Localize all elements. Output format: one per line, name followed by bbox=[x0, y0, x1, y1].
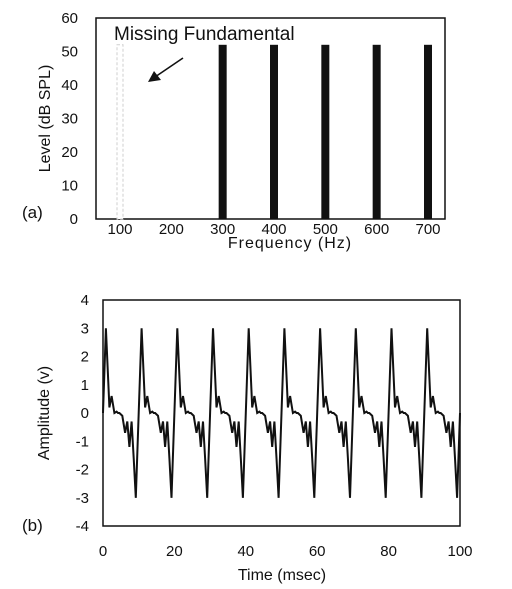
panel-b-x-tick-label: 100 bbox=[447, 543, 472, 560]
panel-a-x-tick-label: 200 bbox=[159, 221, 184, 238]
panel-a-y-tick-label: 60 bbox=[61, 10, 78, 27]
panel-b-chart: -4 -3 -2 -1 0 1 2 3 4 0 20 40 60 80 100 Amplitude (v)… bbox=[22, 292, 473, 584]
panel-a-chart: 0 10 20 30 40 50 60 100 200 300 400 500 600 700 Leve… bbox=[22, 10, 446, 252]
panel-a-y-axis-title: Level (dB SPL) bbox=[37, 65, 54, 173]
panel-a-y-tick-label: 20 bbox=[61, 144, 78, 161]
harmonic-bar bbox=[424, 44, 432, 219]
panel-b-y-tick-label: 4 bbox=[81, 292, 89, 309]
panel-b-y-tick-label: -4 bbox=[76, 518, 89, 535]
panel-b-x-tick-label: 0 bbox=[99, 543, 107, 560]
panel-b-x-tick-label: 80 bbox=[380, 543, 397, 560]
panel-a-y-ticks: 0 10 20 30 40 50 60 bbox=[61, 10, 78, 228]
panel-a-y-tick-label: 40 bbox=[61, 77, 78, 94]
panel-b-y-tick-label: 1 bbox=[81, 377, 89, 394]
harmonic-bar bbox=[372, 44, 381, 219]
panel-b-y-axis-title: Amplitude (v) bbox=[36, 366, 53, 460]
panel-b-x-ticks: 0 20 40 60 80 100 bbox=[99, 543, 473, 560]
panel-a-x-tick-label: 600 bbox=[364, 221, 389, 238]
panel-b-x-axis-title: Time (msec) bbox=[238, 567, 326, 584]
panel-a-y-tick-label: 30 bbox=[61, 111, 78, 128]
panel-a-x-tick-label: 700 bbox=[415, 221, 440, 238]
panel-a-x-tick-label: 100 bbox=[107, 221, 132, 238]
panel-a-x-tick-label: 300 bbox=[210, 221, 235, 238]
waveform-line bbox=[102, 328, 461, 498]
panel-b-x-tick-label: 20 bbox=[166, 543, 183, 560]
panel-a-y-tick-label: 50 bbox=[61, 44, 78, 61]
panel-a-bars bbox=[116, 44, 432, 220]
annotation-arrow bbox=[148, 57, 184, 82]
panel-a-x-axis-title: Frequency (Hz) bbox=[228, 235, 352, 252]
harmonic-bar bbox=[321, 44, 330, 219]
harmonic-bar bbox=[270, 44, 278, 219]
panel-a-y-tick-label: 0 bbox=[70, 211, 78, 228]
missing-fundamental-bar bbox=[116, 44, 124, 220]
panel-b-y-tick-label: -2 bbox=[76, 462, 89, 479]
panel-b-x-tick-label: 40 bbox=[237, 543, 254, 560]
panel-a-x-ticks: 100 200 300 400 500 600 700 bbox=[107, 221, 440, 238]
panel-a-x-tick-label: 500 bbox=[313, 221, 338, 238]
panel-b-y-tick-label: -1 bbox=[76, 433, 89, 450]
harmonic-bar bbox=[218, 44, 227, 219]
panel-b-y-tick-label: 0 bbox=[81, 405, 89, 422]
panel-b-y-tick-label: -3 bbox=[76, 490, 89, 507]
panel-b-x-tick-label: 60 bbox=[309, 543, 326, 560]
panel-a-x-tick-label: 400 bbox=[261, 221, 286, 238]
panel-a-label: (a) bbox=[22, 203, 43, 222]
panel-b-label: (b) bbox=[22, 516, 43, 535]
missing-fundamental-annotation: Missing Fundamental bbox=[114, 24, 295, 45]
panel-b-y-tick-label: 2 bbox=[81, 349, 89, 366]
panel-a-y-tick-label: 10 bbox=[61, 178, 78, 195]
panel-b-y-ticks: -4 -3 -2 -1 0 1 2 3 4 bbox=[76, 292, 89, 535]
panel-b-y-tick-label: 3 bbox=[81, 320, 89, 337]
